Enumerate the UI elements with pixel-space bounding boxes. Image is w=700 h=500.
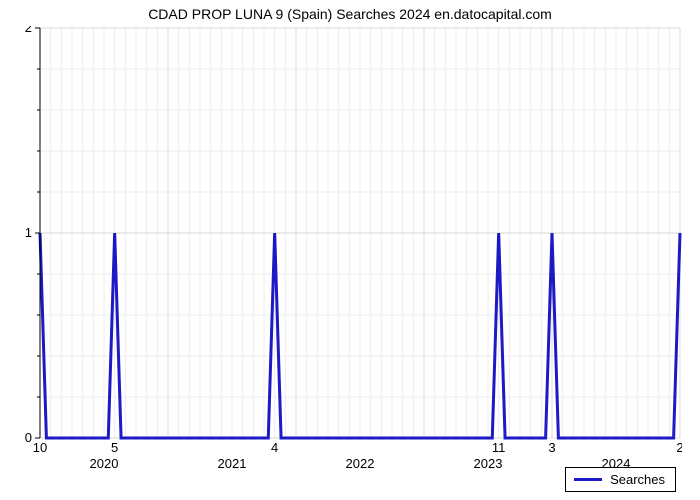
data-label: 3 (548, 440, 555, 455)
chart-svg: 0121054113220202021202220232024 (12, 26, 682, 472)
plot-area: 0121054113220202021202220232024 (40, 28, 680, 438)
data-label: 2 (676, 440, 682, 455)
x-tick-label: 2022 (346, 456, 375, 471)
legend: Searches (565, 467, 676, 492)
x-tick-label: 2020 (90, 456, 119, 471)
legend-swatch (574, 478, 602, 481)
y-tick-label: 1 (25, 225, 32, 240)
x-tick-label: 2023 (474, 456, 503, 471)
data-label: 10 (33, 440, 47, 455)
legend-label: Searches (610, 472, 665, 487)
chart-title: CDAD PROP LUNA 9 (Spain) Searches 2024 e… (0, 6, 700, 22)
y-tick-label: 0 (25, 430, 32, 445)
data-label: 4 (271, 440, 278, 455)
chart-container: CDAD PROP LUNA 9 (Spain) Searches 2024 e… (0, 0, 700, 500)
y-tick-label: 2 (25, 26, 32, 35)
data-label: 11 (492, 440, 506, 455)
x-tick-label: 2021 (218, 456, 247, 471)
data-label: 5 (111, 440, 118, 455)
